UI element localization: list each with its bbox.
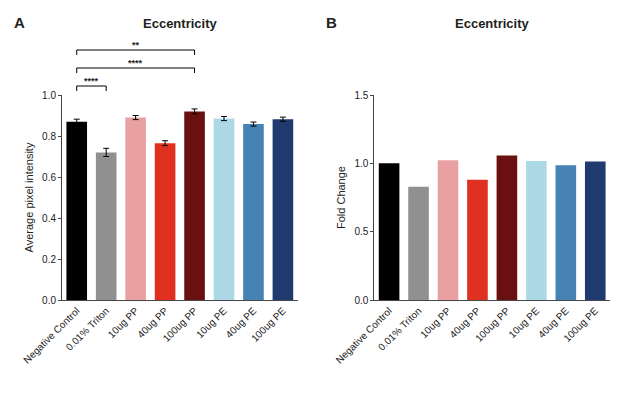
svg-text:100ug PP: 100ug PP (161, 305, 200, 344)
svg-text:Eccentricity: Eccentricity (455, 16, 529, 31)
svg-text:Eccentricity: Eccentricity (143, 16, 217, 31)
svg-text:Negative Control: Negative Control (334, 305, 394, 365)
svg-text:Negative Control: Negative Control (21, 305, 81, 365)
svg-text:B: B (326, 14, 337, 31)
svg-text:100ug PE: 100ug PE (249, 305, 288, 344)
svg-text:0.5: 0.5 (354, 226, 368, 237)
svg-text:10ug PE: 10ug PE (506, 305, 541, 340)
svg-text:0.01% Triton: 0.01% Triton (64, 305, 111, 352)
svg-text:Fold Change: Fold Change (335, 166, 347, 229)
svg-text:Average pixel intensity: Average pixel intensity (23, 142, 35, 252)
svg-text:1.5: 1.5 (354, 90, 368, 101)
svg-text:****: **** (128, 58, 143, 68)
svg-text:A: A (14, 14, 25, 31)
svg-text:0.2: 0.2 (42, 254, 56, 265)
svg-text:100ug PE: 100ug PE (561, 305, 600, 344)
svg-text:40ug PP: 40ug PP (447, 305, 482, 340)
svg-text:10ug PE: 10ug PE (194, 305, 229, 340)
svg-text:100ug PP: 100ug PP (473, 305, 512, 344)
svg-text:1.0: 1.0 (354, 158, 368, 169)
svg-text:10ug PP: 10ug PP (106, 305, 141, 340)
svg-text:0.01% Triton: 0.01% Triton (376, 305, 423, 352)
svg-text:****: **** (84, 76, 99, 86)
svg-text:0.6: 0.6 (42, 172, 56, 183)
svg-text:1.0: 1.0 (42, 90, 56, 101)
svg-text:0.4: 0.4 (42, 213, 56, 224)
svg-text:40ug PE: 40ug PE (536, 305, 571, 340)
svg-text:0.0: 0.0 (354, 295, 368, 306)
svg-text:0.8: 0.8 (42, 131, 56, 142)
svg-text:10ug PP: 10ug PP (418, 305, 453, 340)
svg-text:40ug PP: 40ug PP (135, 305, 170, 340)
svg-text:**: ** (132, 40, 140, 50)
svg-text:0.0: 0.0 (42, 295, 56, 306)
svg-text:40ug PE: 40ug PE (223, 305, 258, 340)
